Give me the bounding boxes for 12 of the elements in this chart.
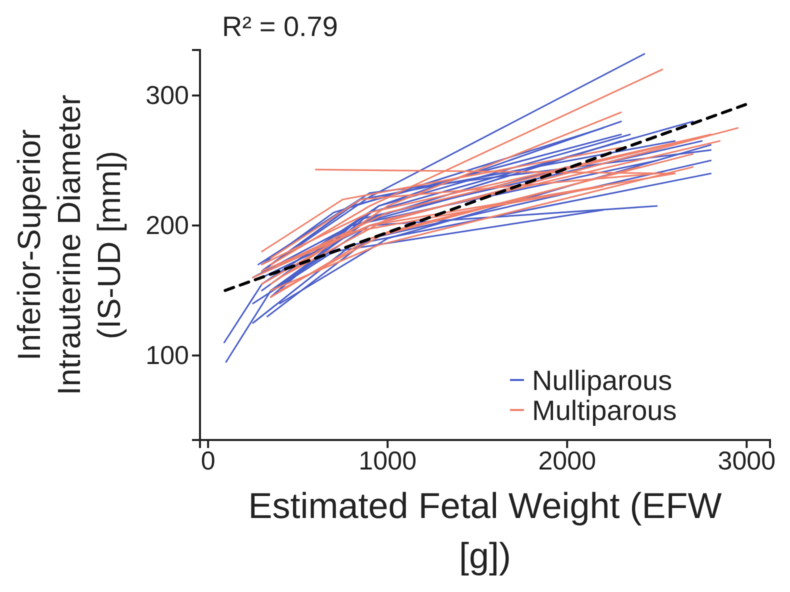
- x-axis-title: Estimated Fetal Weight (EFW [g]): [248, 485, 722, 576]
- y-tick-label: 100: [146, 340, 189, 370]
- legend-label: Nulliparous: [532, 365, 672, 396]
- x-tick-label: 2000: [538, 445, 596, 476]
- y-tick-label: 200: [146, 210, 189, 240]
- text: R² = 0.79: [222, 11, 338, 42]
- x-tick-label: 3000: [718, 445, 776, 476]
- x-tick-label: 1000: [358, 445, 417, 476]
- y-tick-label: 300: [146, 80, 189, 110]
- legend-label: Multiparous: [532, 395, 677, 426]
- x-tick-label: 0: [200, 445, 216, 476]
- y-axis-title: Inferior-Superior Intrauterine Diameter (IS-UD [mm]): [11, 94, 127, 396]
